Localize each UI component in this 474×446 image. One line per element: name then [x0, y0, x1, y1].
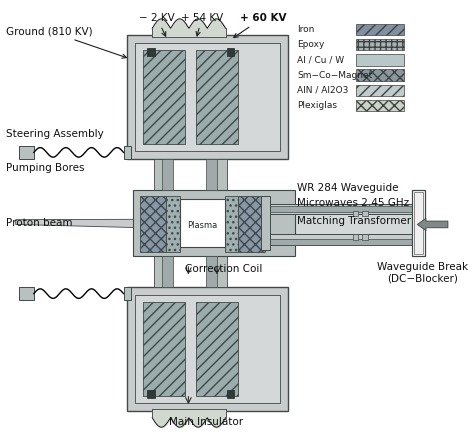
Bar: [143, 302, 184, 396]
Bar: [356, 85, 404, 96]
Bar: [353, 211, 358, 216]
Bar: [147, 390, 155, 397]
Bar: [267, 239, 415, 245]
Text: Matching Transformer: Matching Transformer: [297, 216, 411, 226]
Text: Microwaves 2.45 GHz: Microwaves 2.45 GHz: [297, 198, 409, 208]
Bar: [411, 190, 425, 256]
Text: Sm−Co−Magnet: Sm−Co−Magnet: [297, 70, 373, 79]
Bar: [267, 206, 415, 211]
Bar: [162, 256, 173, 287]
Bar: [135, 43, 280, 152]
Polygon shape: [16, 219, 180, 229]
Bar: [261, 196, 271, 250]
Bar: [154, 201, 171, 287]
Text: − 2 KV: − 2 KV: [139, 13, 175, 36]
Text: Correction Coil: Correction Coil: [184, 264, 262, 274]
Text: Ground (810 KV): Ground (810 KV): [6, 26, 127, 58]
Bar: [128, 35, 288, 159]
Text: Main Insulator: Main Insulator: [170, 417, 244, 427]
Text: + 60 KV: + 60 KV: [234, 13, 286, 37]
Text: Al / Cu / W: Al / Cu / W: [297, 55, 344, 64]
Text: Plasma: Plasma: [187, 221, 217, 231]
Bar: [356, 39, 404, 50]
Text: Iron: Iron: [297, 25, 315, 34]
Bar: [162, 159, 173, 190]
Bar: [356, 70, 404, 81]
Bar: [18, 146, 34, 159]
Bar: [124, 146, 131, 159]
Bar: [128, 287, 288, 411]
Bar: [180, 199, 225, 247]
Text: AlN / Al2O3: AlN / Al2O3: [297, 86, 348, 95]
Bar: [362, 235, 368, 240]
Text: Epoxy: Epoxy: [297, 40, 325, 49]
Bar: [166, 196, 180, 252]
Bar: [210, 159, 227, 245]
Bar: [140, 196, 166, 252]
Bar: [267, 215, 415, 235]
Bar: [356, 100, 404, 112]
Bar: [227, 390, 234, 397]
Bar: [362, 211, 368, 216]
Text: + 54 KV: + 54 KV: [181, 13, 223, 36]
Bar: [143, 50, 184, 144]
Bar: [210, 201, 227, 287]
Bar: [206, 256, 217, 287]
Bar: [147, 49, 155, 56]
Bar: [135, 294, 280, 403]
Bar: [154, 159, 171, 245]
Bar: [18, 287, 34, 300]
Bar: [124, 287, 131, 300]
Text: Proton beam: Proton beam: [6, 218, 73, 228]
Text: Waveguide Break
(DC−Blocker): Waveguide Break (DC−Blocker): [377, 262, 468, 284]
Bar: [238, 196, 264, 252]
Bar: [196, 302, 238, 396]
Text: WR 284 Waveguide: WR 284 Waveguide: [297, 183, 399, 193]
Bar: [196, 50, 238, 144]
Bar: [356, 54, 404, 66]
Bar: [225, 196, 238, 252]
Bar: [133, 190, 295, 256]
Bar: [267, 204, 415, 215]
Text: Pumping Bores: Pumping Bores: [6, 163, 85, 173]
Bar: [227, 49, 234, 56]
Bar: [353, 235, 358, 240]
Text: Steering Assembly: Steering Assembly: [6, 129, 104, 139]
Bar: [206, 159, 217, 190]
Bar: [356, 24, 404, 35]
Polygon shape: [418, 218, 448, 231]
Text: Plexiglas: Plexiglas: [297, 101, 337, 110]
Bar: [414, 193, 423, 253]
Bar: [267, 235, 415, 245]
